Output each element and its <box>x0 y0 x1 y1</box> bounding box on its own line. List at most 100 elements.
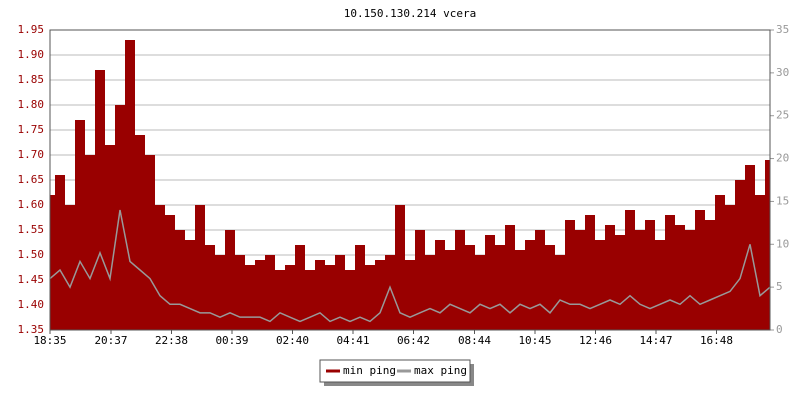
x-tick-label: 06:42 <box>397 334 430 347</box>
area-bar <box>765 160 770 330</box>
area-bar <box>735 180 745 330</box>
x-tick-label: 12:46 <box>579 334 612 347</box>
y2-tick-label: 30 <box>776 66 789 79</box>
y-tick-label: 1.80 <box>18 98 45 111</box>
area-bar <box>205 245 215 330</box>
y-tick-label: 1.95 <box>18 23 45 36</box>
y2-tick-label: 35 <box>776 23 789 36</box>
area-bar <box>175 230 185 330</box>
area-bar <box>365 265 375 330</box>
y-tick-label: 1.85 <box>18 73 45 86</box>
x-tick-label: 22:38 <box>155 334 188 347</box>
area-bar <box>295 245 305 330</box>
area-bar <box>575 230 585 330</box>
area-bar <box>715 195 725 330</box>
area-bar <box>665 215 675 330</box>
area-bar <box>425 255 435 330</box>
area-bar <box>245 265 255 330</box>
area-bar <box>535 230 545 330</box>
y2-tick-label: 25 <box>776 109 789 122</box>
area-bar <box>155 205 165 330</box>
y-tick-label: 1.40 <box>18 298 45 311</box>
area-bar <box>65 205 75 330</box>
y-tick-label: 1.90 <box>18 48 45 61</box>
area-bar <box>225 230 235 330</box>
area-bar <box>275 270 285 330</box>
x-tick-label: 18:35 <box>33 334 66 347</box>
area-bar <box>345 270 355 330</box>
plot-border <box>49 29 771 331</box>
area-bar <box>315 260 325 330</box>
y-tick-label: 1.55 <box>18 223 45 236</box>
y2-tick-label: 5 <box>776 280 783 293</box>
chart-title: 10.150.130.214 vcera <box>344 7 476 20</box>
series-line <box>49 209 771 323</box>
area-bar <box>605 225 615 330</box>
y2-tick-label: 0 <box>776 323 783 336</box>
area-bar <box>655 240 665 330</box>
legend-label: min ping <box>343 364 396 377</box>
area-bar <box>455 230 465 330</box>
area-bar <box>255 260 265 330</box>
area-bar <box>75 120 85 330</box>
x-tick-label: 16:48 <box>700 334 733 347</box>
area-bar <box>755 195 765 330</box>
area-bar <box>265 255 275 330</box>
area-bar <box>445 250 455 330</box>
area-bar <box>305 270 315 330</box>
x-tick-label: 10:45 <box>518 334 551 347</box>
area-bar <box>645 220 655 330</box>
area-bar <box>195 205 205 330</box>
area-bar <box>385 255 395 330</box>
area-bar <box>335 255 345 330</box>
area-bar <box>555 255 565 330</box>
area-bar <box>585 215 595 330</box>
area-bar <box>375 260 385 330</box>
area-bar <box>615 235 625 330</box>
y2-tick-label: 10 <box>776 237 789 250</box>
y-tick-label: 1.65 <box>18 173 45 186</box>
area-bar <box>115 105 125 330</box>
area-bar <box>55 175 65 330</box>
area-bar <box>515 250 525 330</box>
area-bar <box>125 40 135 330</box>
y-tick-label: 1.35 <box>18 323 45 336</box>
area-bar <box>395 205 405 330</box>
area-bar <box>325 265 335 330</box>
area-bar <box>415 230 425 330</box>
area-bar <box>165 215 175 330</box>
y-tick-label: 1.75 <box>18 123 45 136</box>
area-bar <box>525 240 535 330</box>
area-bar <box>145 155 155 330</box>
x-tick-label: 08:44 <box>458 334 491 347</box>
x-tick-label: 20:37 <box>94 334 127 347</box>
y-tick-label: 1.60 <box>18 198 45 211</box>
area-bar <box>85 155 95 330</box>
area-bar <box>355 245 365 330</box>
area-bar <box>185 240 195 330</box>
area-bar <box>435 240 445 330</box>
area-bar <box>725 205 735 330</box>
legend-label: max ping <box>414 364 467 377</box>
area-bar <box>675 225 685 330</box>
area-bar <box>485 235 495 330</box>
area-bar <box>285 265 295 330</box>
area-bar <box>495 245 505 330</box>
area-bar <box>215 255 225 330</box>
legend-box <box>319 359 471 383</box>
area-bar <box>235 255 245 330</box>
y-tick-label: 1.70 <box>18 148 45 161</box>
x-tick-label: 00:39 <box>215 334 248 347</box>
area-bar <box>475 255 485 330</box>
x-tick-label: 02:40 <box>276 334 309 347</box>
area-bar <box>405 260 415 330</box>
y2-tick-label: 20 <box>776 152 789 165</box>
area-bar <box>695 210 705 330</box>
area-bar <box>465 245 475 330</box>
x-tick-label: 04:41 <box>336 334 369 347</box>
y-tick-label: 1.50 <box>18 248 45 261</box>
area-bar <box>105 145 115 330</box>
y-tick-label: 1.45 <box>18 273 45 286</box>
area-bar <box>545 245 555 330</box>
